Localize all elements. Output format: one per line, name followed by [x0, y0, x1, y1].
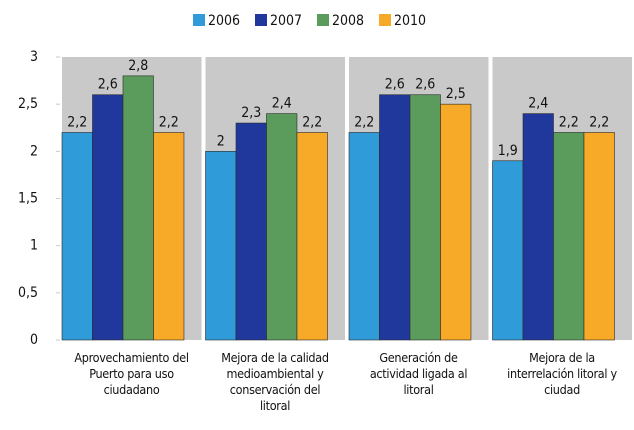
value-label: 2,6 [415, 77, 435, 93]
value-label: 2,5 [446, 86, 466, 102]
bar [153, 132, 185, 341]
value-label: 2,2 [559, 114, 579, 130]
bar [492, 160, 524, 341]
legend-swatch [193, 14, 205, 26]
x-tick-label: Mejora de la interrelación litoral y ciu… [507, 350, 617, 397]
bar [379, 94, 411, 341]
value-label: 1,9 [498, 143, 518, 159]
y-tick-label: 2 [30, 143, 38, 159]
value-label: 2,6 [98, 77, 118, 93]
value-label: 2,2 [302, 114, 322, 130]
bar [266, 113, 298, 341]
x-tick-label: Aprovechamiento del Puerto para uso ciud… [74, 350, 189, 397]
bar [92, 94, 124, 341]
value-label: 2,2 [159, 114, 179, 130]
value-label: 2,3 [241, 105, 261, 121]
x-tick-label: Mejora de la calidad medioambiental y co… [221, 350, 329, 413]
legend-label: 2007 [270, 13, 302, 29]
bar [440, 103, 472, 341]
legend-swatch [317, 14, 329, 26]
y-tick-label: 3 [30, 49, 38, 65]
y-tick-label: 0,5 [18, 285, 38, 301]
legend-swatch [379, 14, 391, 26]
bar [296, 132, 328, 341]
value-label: 2,4 [272, 96, 292, 112]
value-label: 2,2 [354, 114, 374, 130]
y-tick-label: 1 [30, 238, 38, 254]
y-tick-label: 2,5 [18, 96, 38, 112]
bar [61, 132, 93, 341]
bar [348, 132, 380, 341]
value-label: 2 [217, 133, 225, 149]
bar [235, 122, 267, 341]
value-label: 2,8 [128, 58, 148, 74]
value-label: 2,2 [67, 114, 87, 130]
bar [583, 132, 615, 341]
y-tick-label: 0 [30, 332, 38, 348]
value-label: 2,4 [528, 96, 548, 112]
legend-swatch [255, 14, 267, 26]
bar [522, 113, 554, 341]
bar [122, 75, 154, 341]
y-tick-label: 1,5 [18, 191, 38, 207]
bar [409, 94, 441, 341]
value-label: 2,2 [589, 114, 609, 130]
value-label: 2,6 [385, 77, 405, 93]
bar [205, 151, 237, 341]
legend-label: 2008 [332, 13, 364, 29]
bar [553, 132, 585, 341]
x-tick-label: Generación de actividad ligada al litora… [369, 350, 468, 397]
legend-label: 2010 [394, 13, 426, 29]
legend-label: 2006 [208, 13, 240, 29]
